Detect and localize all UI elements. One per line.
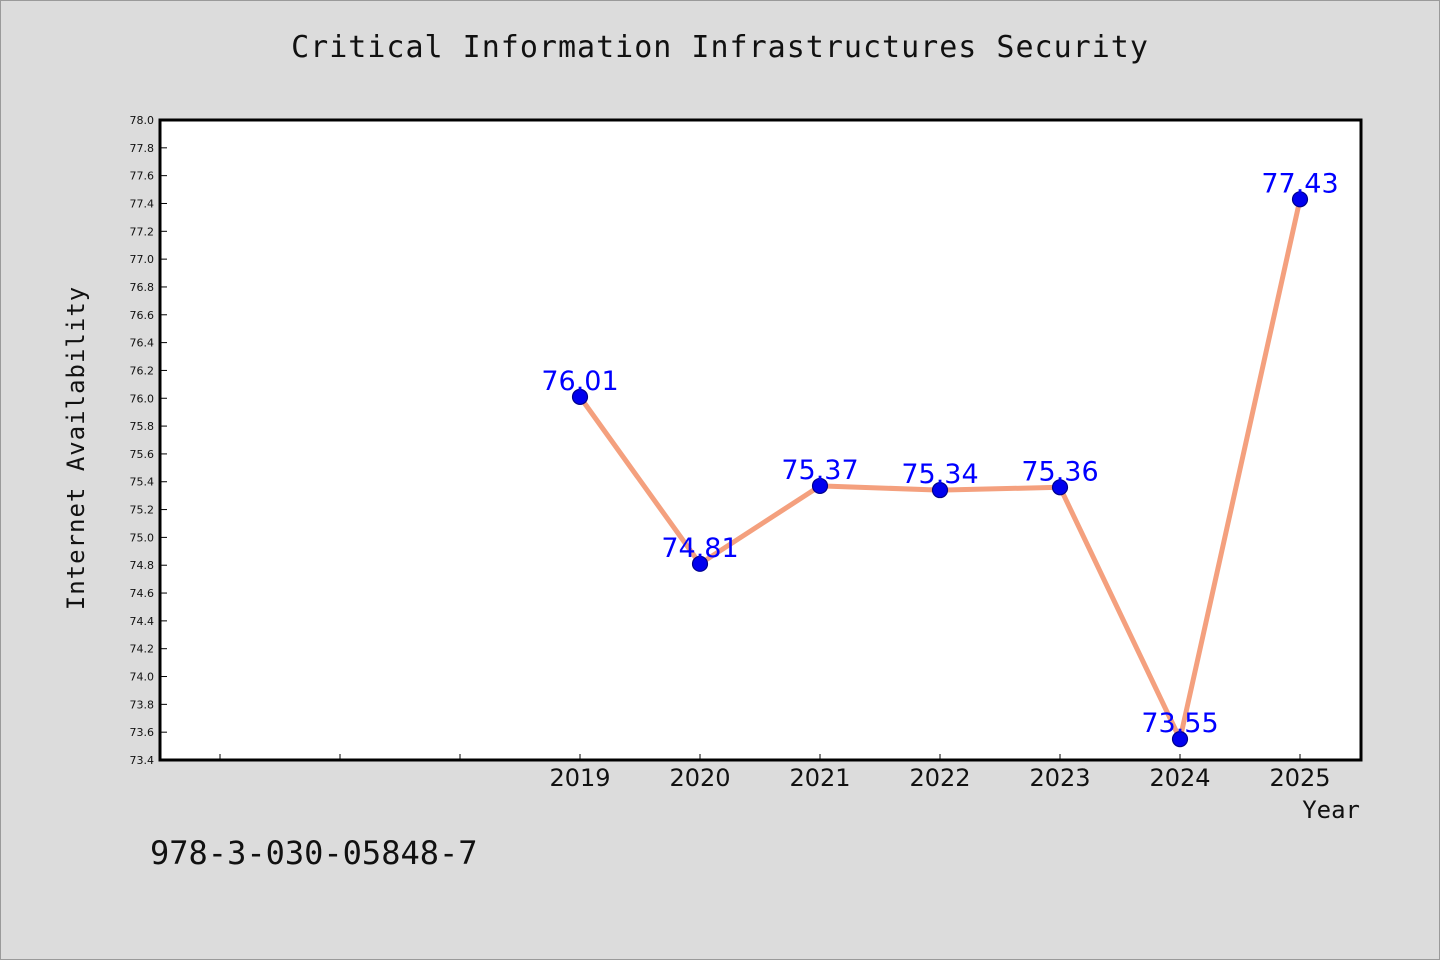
- data-label: 75.37: [781, 455, 858, 486]
- data-point: [931, 481, 949, 499]
- x-tick-label: 2021: [789, 764, 850, 792]
- y-tick-label: 73.8: [130, 698, 155, 711]
- y-tick-label: 74.0: [130, 671, 155, 684]
- y-tick-label: 77.2: [130, 225, 155, 238]
- y-tick-label: 77.6: [130, 170, 155, 183]
- y-tick-label: 76.2: [130, 364, 155, 377]
- data-label: 75.34: [901, 459, 978, 490]
- y-tick-label: 75.4: [130, 476, 155, 489]
- y-tick-label: 74.8: [130, 559, 155, 572]
- x-axis-label: Year: [1302, 796, 1360, 824]
- x-tick-label: 2020: [669, 764, 730, 792]
- y-tick-label: 75.6: [130, 448, 155, 461]
- plot-border: [158, 118, 1363, 762]
- x-tick-label: 2019: [549, 764, 610, 792]
- data-label: 77.43: [1261, 168, 1338, 199]
- y-tick-label: 73.4: [130, 754, 155, 767]
- data-point: [811, 477, 829, 495]
- y-tick-label: 73.6: [130, 726, 155, 739]
- y-tick-label: 74.2: [130, 643, 155, 656]
- data-label: 74.81: [661, 533, 738, 564]
- x-tick-label: 2022: [909, 764, 970, 792]
- data-point: [1291, 191, 1309, 208]
- footer-code: 978-3-030-05848-7: [150, 834, 478, 872]
- y-tick-label: 77.0: [130, 253, 155, 266]
- y-tick-label: 75.2: [130, 504, 155, 517]
- x-tick-label: 2024: [1149, 764, 1210, 792]
- y-tick-label: 76.6: [130, 309, 155, 322]
- plot-area: [160, 120, 1361, 760]
- y-tick-label: 74.6: [130, 587, 155, 600]
- data-point: [571, 388, 589, 405]
- data-label: 73.55: [1141, 708, 1218, 739]
- y-tick-label: 76.0: [130, 392, 155, 405]
- data-point: [1171, 731, 1189, 748]
- data-label: 75.36: [1021, 456, 1098, 487]
- x-tick-label: 2023: [1029, 764, 1090, 792]
- y-tick-label: 74.4: [130, 615, 155, 628]
- y-tick-label: 76.4: [130, 337, 155, 350]
- data-point: [1051, 479, 1069, 496]
- y-tick-label: 77.4: [130, 197, 155, 210]
- chart-title: Critical Information Infrastructures Sec…: [291, 30, 1149, 65]
- data-label: 76.01: [541, 366, 618, 397]
- y-tick-label: 78.0: [130, 114, 155, 127]
- y-tick-label: 75.8: [130, 420, 155, 433]
- y-tick-label: 76.8: [130, 281, 155, 294]
- y-tick-label: 77.8: [130, 142, 155, 155]
- x-tick-label: 2025: [1269, 764, 1330, 792]
- y-tick-label: 75.0: [130, 531, 155, 544]
- data-point: [691, 555, 709, 572]
